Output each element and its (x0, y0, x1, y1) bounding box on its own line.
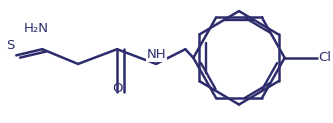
Text: H₂N: H₂N (23, 22, 48, 35)
Text: S: S (6, 39, 15, 52)
Text: NH: NH (146, 48, 166, 62)
Text: Cl: Cl (319, 51, 332, 64)
Text: O: O (112, 82, 122, 95)
